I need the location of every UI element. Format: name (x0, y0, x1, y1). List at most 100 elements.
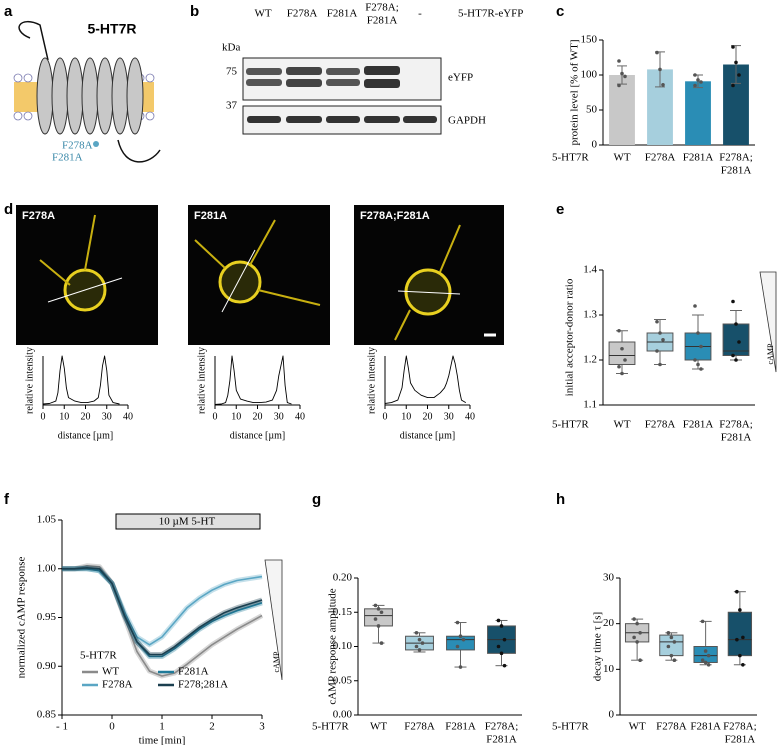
data-point (655, 319, 659, 324)
data-point (731, 353, 735, 358)
x-tick-label: WT (629, 721, 646, 733)
bar (685, 81, 711, 145)
x-tick-label: - 1 (56, 721, 68, 733)
data-point (696, 78, 700, 82)
lane-label: F281A (327, 8, 358, 20)
y-tick-label: 1.05 (37, 514, 57, 526)
construct-label: 5-HT7R-eYFP (458, 8, 523, 20)
x-axis-label: time [min] (139, 735, 186, 745)
data-point (496, 618, 501, 623)
mw-marker: 75 (226, 66, 238, 78)
mw-marker: 37 (226, 100, 238, 112)
micrograph-label: F278A;F281A (360, 210, 430, 222)
x-axis-label: distance [µm] (400, 430, 455, 441)
data-point (703, 649, 708, 653)
x-tick-label: F278A (656, 721, 687, 733)
panel-label: a (4, 3, 13, 20)
bands (246, 66, 437, 123)
y-tick-label: 100 (581, 69, 598, 81)
bar (609, 75, 635, 145)
x-tick-label: 40 (295, 411, 305, 422)
data-point (414, 644, 419, 649)
band-label: eYFP (448, 72, 473, 84)
data-point (414, 631, 419, 635)
data-point (658, 362, 662, 367)
x-tick-label: F281A (486, 734, 517, 745)
micrographs: F278A F281A F278A;F281A (16, 205, 504, 345)
data-point (734, 358, 738, 362)
data-point (669, 653, 674, 658)
diagram-title: 5-HT7R (87, 21, 136, 37)
data-point (737, 340, 741, 344)
row-label: 5-HT7R (312, 721, 349, 733)
mw-unit: kDa (222, 42, 240, 54)
mutation-site (93, 141, 99, 147)
data-point (373, 617, 378, 621)
data-point (499, 651, 504, 656)
data-point (737, 73, 741, 77)
data-point (731, 299, 735, 304)
data-point (455, 620, 460, 625)
data-point (373, 603, 378, 608)
lane-label: WT (254, 8, 271, 20)
data-point (617, 364, 621, 369)
y-axis-label: relative intensity (366, 347, 377, 414)
micrograph-label: F278A (22, 210, 55, 222)
x-tick-label: F281A (445, 721, 476, 733)
data-point (741, 635, 745, 640)
data-point (617, 328, 621, 333)
data-point (672, 640, 677, 644)
western-blot: WT F278A F281A F278A; F281A - 5-HT7R-eYF… (222, 2, 523, 135)
data-point (693, 83, 697, 88)
y-tick-label: 30 (603, 572, 615, 584)
x-tick-label: 0 (213, 411, 218, 422)
x-tick-label: 20 (423, 411, 433, 422)
y-tick-label: 0 (609, 709, 615, 721)
profile-line (47, 277, 123, 303)
data-point (741, 662, 745, 667)
legend-label: F278;281A (178, 679, 228, 691)
data-point (672, 658, 677, 662)
y-tick-label: 1.1 (583, 399, 597, 411)
data-point (379, 610, 384, 615)
y-tick-label: 1.3 (583, 309, 597, 321)
row-label: 5-HT7R (552, 152, 589, 164)
data-point (417, 637, 422, 642)
x-tick-label: 30 (444, 411, 454, 422)
data-point (620, 346, 624, 351)
profile-line (221, 249, 256, 313)
y-axis-label: relative intensity (24, 347, 35, 414)
x-tick-label: F278A (645, 419, 676, 431)
y-tick-label: 1.2 (583, 354, 597, 366)
band-label: GAPDH (448, 115, 486, 127)
data-point (699, 80, 703, 84)
stimulus-bar (115, 513, 261, 530)
data-point (669, 635, 674, 640)
mutation-label: F281A (52, 152, 83, 164)
x-tick-label: 20 (253, 411, 263, 422)
data-point (655, 349, 659, 353)
helices (36, 57, 144, 135)
y-tick-label: 0.90 (37, 660, 57, 672)
data-point (623, 358, 627, 362)
data-point (703, 660, 708, 665)
data-point (666, 644, 671, 649)
data-point (735, 637, 739, 642)
box (722, 323, 750, 356)
data-point (658, 331, 662, 335)
data-point (735, 589, 739, 594)
box (608, 341, 636, 365)
row-label: 5-HT7R (552, 419, 589, 431)
mutation-label: F278A (62, 140, 93, 152)
line (62, 568, 263, 658)
panel-label: e (556, 201, 564, 218)
cell (218, 260, 262, 304)
y-tick-label: 0.10 (333, 640, 353, 652)
data-point (699, 367, 703, 371)
box (446, 635, 475, 651)
y-tick-label: 50 (586, 104, 598, 116)
data-point (379, 641, 384, 645)
x-tick-label: 10 (401, 411, 411, 422)
y-axis-label: initial acceptor-donor ratio (564, 278, 576, 396)
line (62, 565, 263, 677)
